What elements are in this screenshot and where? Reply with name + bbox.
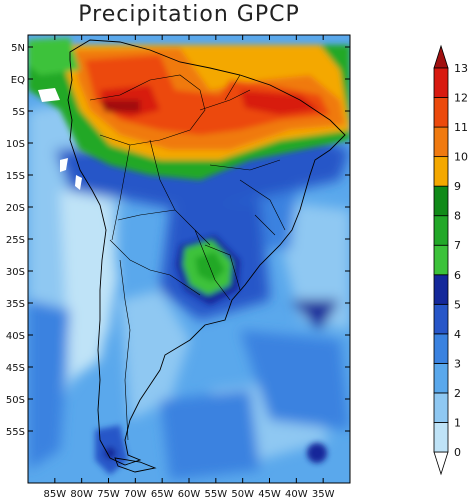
colorbar-label: 12	[454, 92, 468, 105]
precip-field	[28, 35, 350, 483]
lon-tick-label: 40W	[285, 489, 308, 500]
lat-tick-label: EQ	[11, 75, 25, 86]
coastline-borders	[67, 39, 346, 473]
colorbar-label: 4	[454, 328, 461, 341]
colorbar-swatch	[433, 333, 449, 364]
colorbar-swatch	[433, 97, 449, 128]
lat-tick-label: 30S	[6, 267, 25, 278]
colorbar-label: 11	[454, 121, 468, 134]
colorbar-swatch	[433, 67, 449, 98]
colorbar-max-arrow	[433, 44, 449, 69]
country-borders	[89, 74, 286, 441]
colorbar-label: 2	[454, 387, 461, 400]
colorbar-label: 7	[454, 239, 461, 252]
colorbar-label: 13	[454, 62, 468, 75]
south-america-coastline	[67, 39, 346, 466]
colorbar-label: 1	[454, 416, 461, 429]
colorbar-label: 0	[454, 446, 461, 459]
colorbar-swatch	[433, 274, 449, 305]
lat-tick-label: 15S	[6, 171, 25, 182]
colorbar-swatch	[433, 244, 449, 276]
colorbar-swatch	[433, 215, 449, 246]
colorbar-label: 5	[454, 298, 461, 311]
lat-tick-label: 40S	[6, 331, 25, 342]
lon-tick-label: 55W	[205, 489, 228, 500]
lon-tick-label: 65W	[151, 489, 174, 500]
lat-tick-label: 25S	[6, 235, 25, 246]
lat-tick-label: 10S	[6, 139, 25, 150]
colorbar-label: 3	[454, 357, 461, 370]
map-title: Precipitation GPCP	[78, 2, 300, 27]
latitude-axis: 5N EQ 5S 10S 15S 20S 25S 30S 35S 40S 45S 50S 55S	[6, 43, 350, 438]
colorbar-swatch	[433, 126, 449, 158]
lat-tick-label: 5N	[11, 43, 25, 54]
lon-tick-label: 75W	[97, 489, 120, 500]
lat-tick-label: 45S	[6, 363, 25, 374]
lon-tick-label: 35W	[312, 489, 335, 500]
colorbar-label: 6	[454, 269, 461, 282]
lon-tick-label: 45W	[258, 489, 281, 500]
longitude-axis: 85W 80W 75W 70W 65W 60W 55W 50W 45W 40W 35W	[44, 35, 335, 500]
lon-tick-label: 70W	[124, 489, 147, 500]
lat-tick-label: 20S	[6, 203, 25, 214]
lat-tick-label: 5S	[12, 107, 25, 118]
colorbar-label: 10	[454, 151, 468, 164]
lon-tick-label: 85W	[44, 489, 67, 500]
colorbar-swatch	[433, 362, 449, 394]
colorbar-swatch	[433, 392, 449, 423]
colorbar-swatch	[433, 156, 449, 187]
colorbar-min-arrow	[433, 451, 449, 476]
colorbar-swatch	[433, 422, 449, 453]
tierra-del-fuego	[114, 457, 157, 473]
lat-tick-label: 35S	[6, 299, 25, 310]
colorbar-label: 9	[454, 180, 461, 193]
lon-tick-label: 50W	[231, 489, 254, 500]
colorbar-label: 8	[454, 210, 461, 223]
lon-tick-label: 60W	[178, 489, 201, 500]
colorbar-swatch	[433, 303, 449, 335]
lat-tick-label: 55S	[6, 427, 25, 438]
colorbar-swatch	[433, 185, 449, 217]
lat-tick-label: 50S	[6, 395, 25, 406]
lon-tick-label: 80W	[70, 489, 93, 500]
